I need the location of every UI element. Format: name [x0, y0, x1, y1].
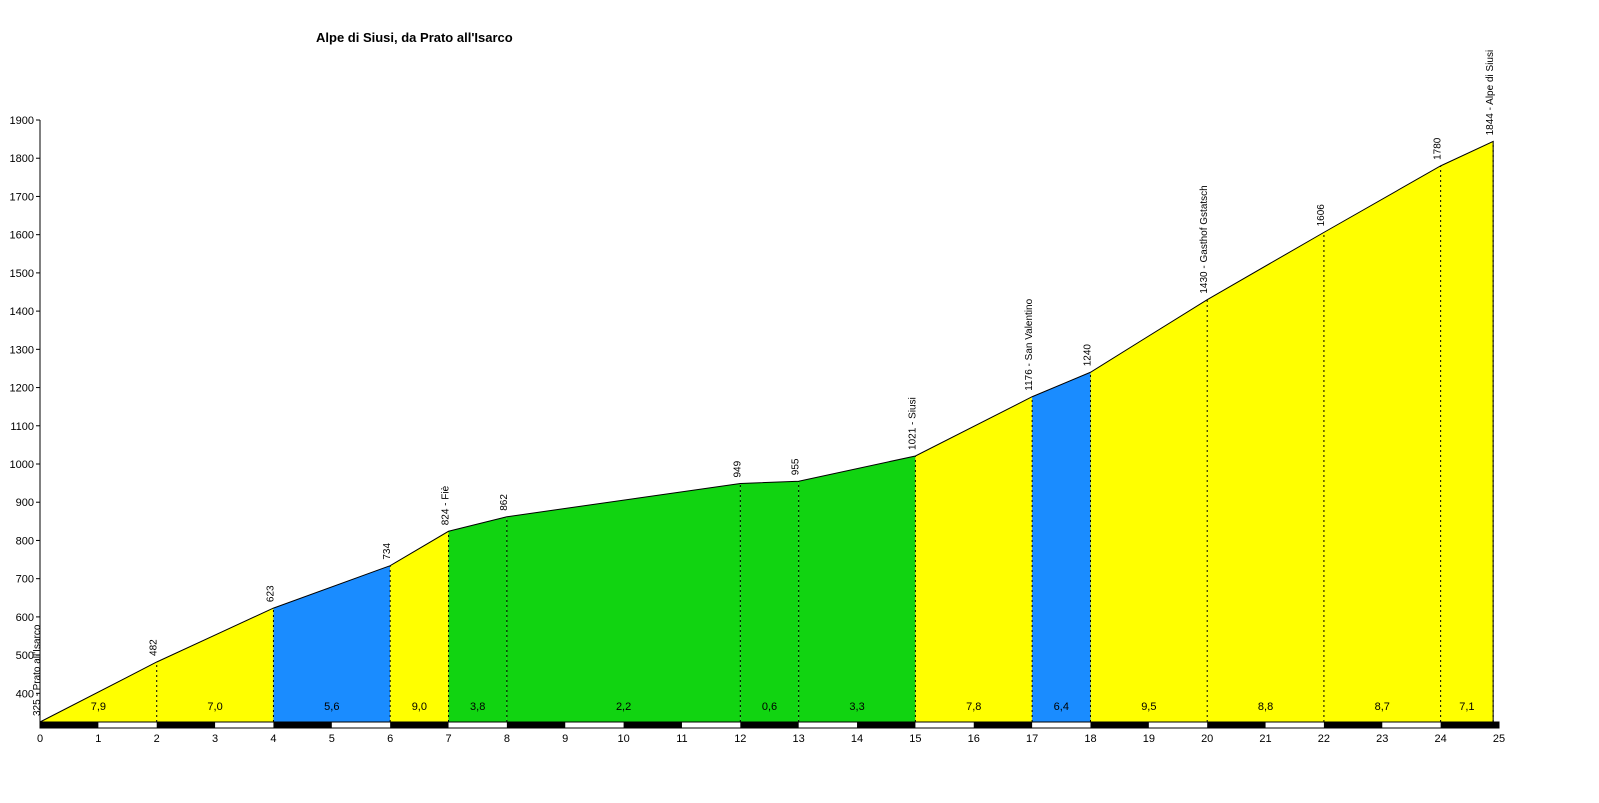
segment-fill [799, 456, 916, 722]
grade-label: 7,1 [1459, 701, 1474, 713]
point-label: 1240 [1082, 344, 1093, 367]
y-tick-label: 500 [16, 650, 34, 662]
x-tick-label: 4 [270, 733, 276, 745]
x-axis-bar-seg [974, 722, 1032, 728]
segment-fill [449, 517, 507, 722]
x-axis-bar-seg [157, 722, 215, 728]
point-label: 1430 - Gasthof Gstatsch [1199, 185, 1210, 293]
point-label: 1780 [1433, 137, 1444, 160]
x-tick-label: 5 [329, 733, 335, 745]
point-label: 623 [265, 585, 276, 602]
y-tick-label: 1300 [10, 344, 34, 356]
segment-fill [1441, 141, 1494, 722]
x-tick-label: 20 [1201, 733, 1213, 745]
x-axis-bar-seg [740, 722, 798, 728]
x-tick-label: 24 [1435, 733, 1447, 745]
point-label: 949 [732, 460, 743, 477]
climb-profile-chart: 7,9 7,0 5,6 9,0 3,8 2,2 0,6 3,3 7,8 6,4 9,5 8,8 8,7 7… [0, 0, 1599, 803]
point-label: 482 [149, 639, 160, 656]
point-label: 862 [499, 494, 510, 511]
y-tick-label: 400 [16, 688, 34, 700]
y-tick-label: 1000 [10, 459, 34, 471]
point-label: 1021 - Siusi [907, 397, 918, 450]
y-tick-label: 1200 [10, 383, 34, 395]
y-tick-label: 1500 [10, 268, 34, 280]
x-axis-bar-seg [507, 722, 565, 728]
x-axis-bar-seg [1090, 722, 1148, 728]
x-axis-bar-seg [624, 722, 682, 728]
x-tick-label: 11 [676, 733, 687, 745]
x-tick-label: 12 [734, 733, 746, 745]
x-tick-label: 21 [1259, 733, 1271, 745]
x-tick-label: 0 [37, 733, 43, 745]
grade-label: 8,7 [1375, 701, 1390, 713]
y-tick-label: 800 [16, 535, 34, 547]
grade-label: 9,0 [412, 701, 427, 713]
grade-label: 2,2 [616, 701, 631, 713]
segment-fill [390, 531, 448, 722]
y-tick-label: 1800 [10, 153, 34, 165]
x-axis-bar-seg [857, 722, 915, 728]
x-axis-bar-seg [273, 722, 331, 728]
point-label: 955 [791, 458, 802, 475]
grade-label: 7,0 [207, 701, 222, 713]
x-tick-label: 3 [212, 733, 218, 745]
point-label: 824 - Fiè [441, 485, 452, 525]
x-tick-label: 7 [445, 733, 451, 745]
segment-fill [740, 481, 798, 722]
x-tick-label: 17 [1026, 733, 1038, 745]
x-tick-label: 16 [968, 733, 980, 745]
x-tick-label: 1 [95, 733, 101, 745]
x-tick-label: 14 [851, 733, 863, 745]
x-tick-label: 22 [1318, 733, 1330, 745]
x-axis-bar-seg [390, 722, 448, 728]
grade-label: 9,5 [1141, 701, 1156, 713]
y-tick-label: 1900 [10, 115, 34, 127]
y-tick-label: 1100 [10, 421, 34, 433]
x-tick-label: 25 [1493, 733, 1505, 745]
segment-fill [1032, 372, 1090, 722]
x-axis-bar-seg [40, 722, 98, 728]
grade-label: 7,8 [966, 701, 981, 713]
x-axis-bar-seg [1207, 722, 1265, 728]
y-tick-label: 700 [16, 574, 34, 586]
segment-fill [1207, 232, 1324, 722]
point-label: 1844 - Alpe di Siusi [1485, 50, 1496, 136]
x-tick-label: 6 [387, 733, 393, 745]
y-tick-label: 1600 [10, 230, 34, 242]
grade-label: 8,8 [1258, 701, 1273, 713]
y-tick-label: 900 [16, 497, 34, 509]
x-tick-label: 10 [617, 733, 629, 745]
grade-label: 7,9 [91, 701, 106, 713]
point-label: 325 - Prato all'Isarco [32, 624, 43, 716]
x-tick-label: 23 [1376, 733, 1388, 745]
grade-label: 3,3 [849, 701, 864, 713]
x-tick-label: 13 [793, 733, 805, 745]
grade-label: 5,6 [324, 701, 339, 713]
x-axis-bar-seg [1441, 722, 1499, 728]
x-tick-label: 15 [909, 733, 921, 745]
grade-label: 0,6 [762, 701, 777, 713]
x-tick-label: 19 [1143, 733, 1155, 745]
segment-fill [507, 483, 740, 722]
point-label: 734 [382, 543, 393, 560]
y-tick-label: 600 [16, 612, 34, 624]
x-tick-label: 2 [154, 733, 160, 745]
segment-fill [915, 397, 1032, 722]
point-label: 1176 - San Valentino [1024, 298, 1035, 390]
x-tick-label: 9 [562, 733, 568, 745]
segment-fill [1090, 300, 1207, 722]
y-tick-label: 1700 [10, 191, 34, 203]
x-axis-bar-seg [1324, 722, 1382, 728]
grade-label: 6,4 [1054, 701, 1069, 713]
segment-fill [1324, 166, 1441, 722]
grade-label: 3,8 [470, 701, 485, 713]
x-tick-label: 8 [504, 733, 510, 745]
segment-fill [273, 566, 390, 722]
y-tick-label: 1400 [10, 306, 34, 318]
point-label: 1606 [1316, 204, 1327, 227]
x-tick-label: 18 [1084, 733, 1096, 745]
